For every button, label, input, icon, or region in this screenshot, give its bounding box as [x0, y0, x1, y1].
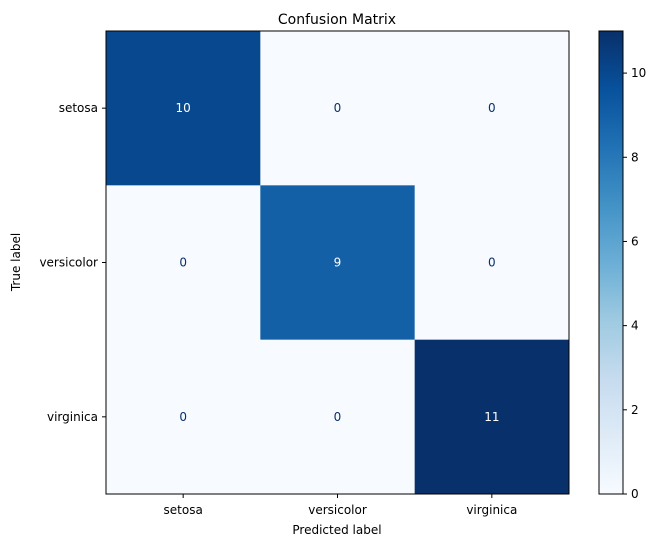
cell-setosa-versicolor — [260, 31, 416, 186]
cell-value-label: 0 — [334, 101, 342, 115]
cell-virginica-virginica — [414, 339, 570, 495]
cell-value-label: 11 — [484, 410, 499, 424]
cell-versicolor-setosa — [106, 185, 261, 341]
cell-virginica-setosa — [106, 339, 261, 495]
cell-value-label: 10 — [176, 101, 191, 115]
colorbar-tick-label: 6 — [631, 234, 639, 248]
cell-versicolor-versicolor — [260, 185, 416, 341]
cell-value-label: 9 — [334, 256, 342, 270]
colorbar-tick-label: 10 — [631, 66, 646, 80]
colorbar-tick-label: 4 — [631, 319, 639, 333]
colorbar-tick-label: 8 — [631, 150, 639, 164]
y-axis-label: True label — [9, 233, 23, 292]
x-axis-label: Predicted label — [292, 523, 381, 537]
y-tick-label: setosa — [59, 101, 98, 115]
cell-versicolor-virginica — [414, 185, 570, 341]
cell-value-label: 0 — [179, 410, 187, 424]
cell-setosa-virginica — [414, 31, 570, 186]
cell-setosa-setosa — [106, 31, 261, 186]
colorbar-frame — [598, 30, 624, 495]
x-tick-label: setosa — [164, 503, 203, 517]
colorbar-tick-label: 0 — [631, 487, 639, 501]
x-tick-label: versicolor — [308, 503, 367, 517]
cell-value-label: 0 — [179, 256, 187, 270]
cell-virginica-versicolor — [260, 339, 416, 495]
colorbar-tick-label: 2 — [631, 403, 639, 417]
cell-value-label: 0 — [334, 410, 342, 424]
y-tick-label: versicolor — [39, 256, 98, 270]
cell-value-label: 0 — [488, 256, 496, 270]
colorbar — [599, 31, 623, 494]
chart-title: Confusion Matrix — [278, 12, 396, 28]
cell-value-label: 0 — [488, 101, 496, 115]
y-tick-label: virginica — [47, 410, 98, 424]
x-tick-label: virginica — [466, 503, 517, 517]
